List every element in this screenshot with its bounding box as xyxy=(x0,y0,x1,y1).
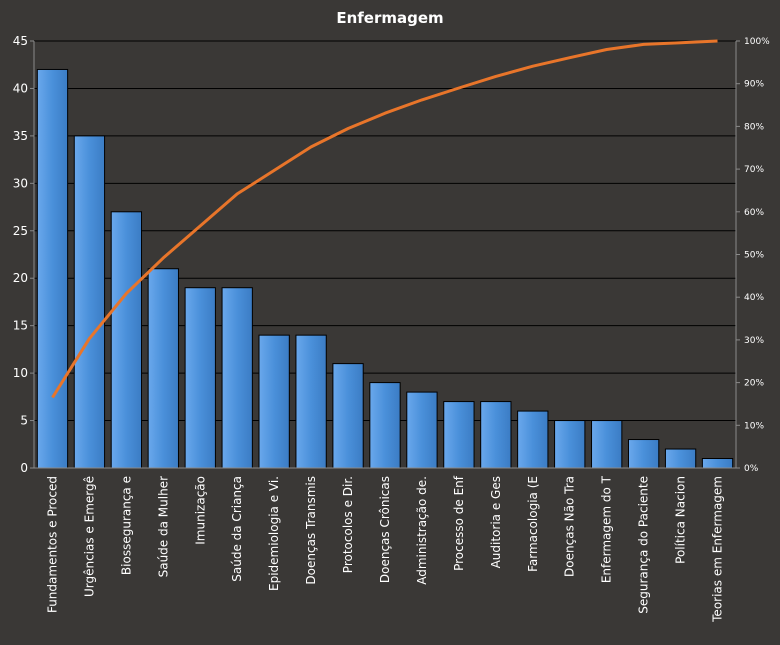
y2-tick-label-9: 90% xyxy=(744,80,764,90)
y2-tick-label-6: 60% xyxy=(744,208,764,218)
x-tick-label-17: Política Nacion xyxy=(674,476,688,564)
y2-tick-label-4: 40% xyxy=(744,293,764,303)
bar-7 xyxy=(296,335,326,468)
y-tick-label-7: 35 xyxy=(13,129,28,143)
bar-3 xyxy=(148,269,178,468)
y2-tick-label-3: 30% xyxy=(744,336,764,346)
bar-18 xyxy=(702,459,732,468)
y2-tick-label-2: 20% xyxy=(744,379,764,389)
chart-title: Enfermagem xyxy=(336,9,443,27)
x-tick-label-8: Protocolos e Dir. xyxy=(341,476,355,573)
y-tick-label-5: 25 xyxy=(13,224,28,238)
y2-axis-ticks: 0% 10% 20% 30% 40% 50% 60% 70% 80% 90% 100% xyxy=(736,37,770,474)
bar-8 xyxy=(333,364,363,468)
y2-tick-label-5: 50% xyxy=(744,251,764,261)
y2-tick-label-7: 70% xyxy=(744,165,764,175)
x-tick-label-15: Enfermagem do T xyxy=(600,475,614,583)
y-tick-label-3: 15 xyxy=(13,319,28,333)
x-tick-label-14: Doenças Não Tra xyxy=(563,476,577,577)
x-tick-label-2: Biossegurança e xyxy=(119,476,133,575)
x-tick-label-3: Saúde da Mulher xyxy=(156,476,170,577)
x-tick-label-7: Doenças Transmis xyxy=(304,476,318,585)
bar-15 xyxy=(592,421,622,468)
bar-2 xyxy=(111,212,141,468)
y-axis-ticks: 0 5 10 15 20 25 30 35 40 45 xyxy=(13,34,34,475)
y-tick-label-2: 10 xyxy=(13,366,28,380)
y2-tick-label-0: 0% xyxy=(744,464,759,474)
y-tick-label-4: 20 xyxy=(13,271,28,285)
x-tick-label-16: Segurança do Paciente xyxy=(637,476,651,614)
bar-1 xyxy=(74,136,104,468)
bar-11 xyxy=(444,402,474,468)
x-tick-label-9: Doenças Crônicas xyxy=(378,476,392,583)
bar-14 xyxy=(555,421,585,468)
y2-tick-label-1: 10% xyxy=(744,421,764,431)
x-tick-label-13: Farmacologia (E xyxy=(526,476,540,572)
y2-tick-label-8: 80% xyxy=(744,122,764,132)
bar-12 xyxy=(481,402,511,468)
bar-4 xyxy=(185,288,215,468)
x-tick-label-5: Saúde da Criança xyxy=(230,476,244,582)
x-axis-ticks: Fundamentos e Proced Urgências e Emergê Bi… xyxy=(45,475,724,623)
x-tick-label-10: Administração de. xyxy=(415,476,429,585)
y-tick-label-9: 45 xyxy=(13,34,28,48)
y2-tick-label-10: 100% xyxy=(744,37,770,47)
bars xyxy=(37,69,732,468)
bar-0 xyxy=(37,69,67,468)
x-tick-label-11: Processo de Enf xyxy=(452,475,466,571)
x-tick-label-6: Epidemiologia e Vi. xyxy=(267,476,281,591)
x-tick-label-12: Auditoria e Ges xyxy=(489,476,503,568)
y-tick-label-6: 30 xyxy=(13,176,28,190)
bar-13 xyxy=(518,411,548,468)
bar-10 xyxy=(407,392,437,468)
y-tick-label-1: 5 xyxy=(20,414,28,428)
bar-5 xyxy=(222,288,252,468)
x-tick-label-1: Urgências e Emergê xyxy=(82,476,96,597)
x-tick-label-4: Imunização xyxy=(193,476,207,545)
bar-6 xyxy=(259,335,289,468)
y-tick-label-8: 40 xyxy=(13,81,28,95)
y-tick-label-0: 0 xyxy=(20,461,28,475)
x-tick-label-0: Fundamentos e Proced xyxy=(45,476,59,613)
bar-16 xyxy=(628,440,658,468)
x-tick-label-18: Teorias em Enfermagem xyxy=(711,476,725,623)
bar-9 xyxy=(370,383,400,468)
bar-17 xyxy=(665,449,695,468)
